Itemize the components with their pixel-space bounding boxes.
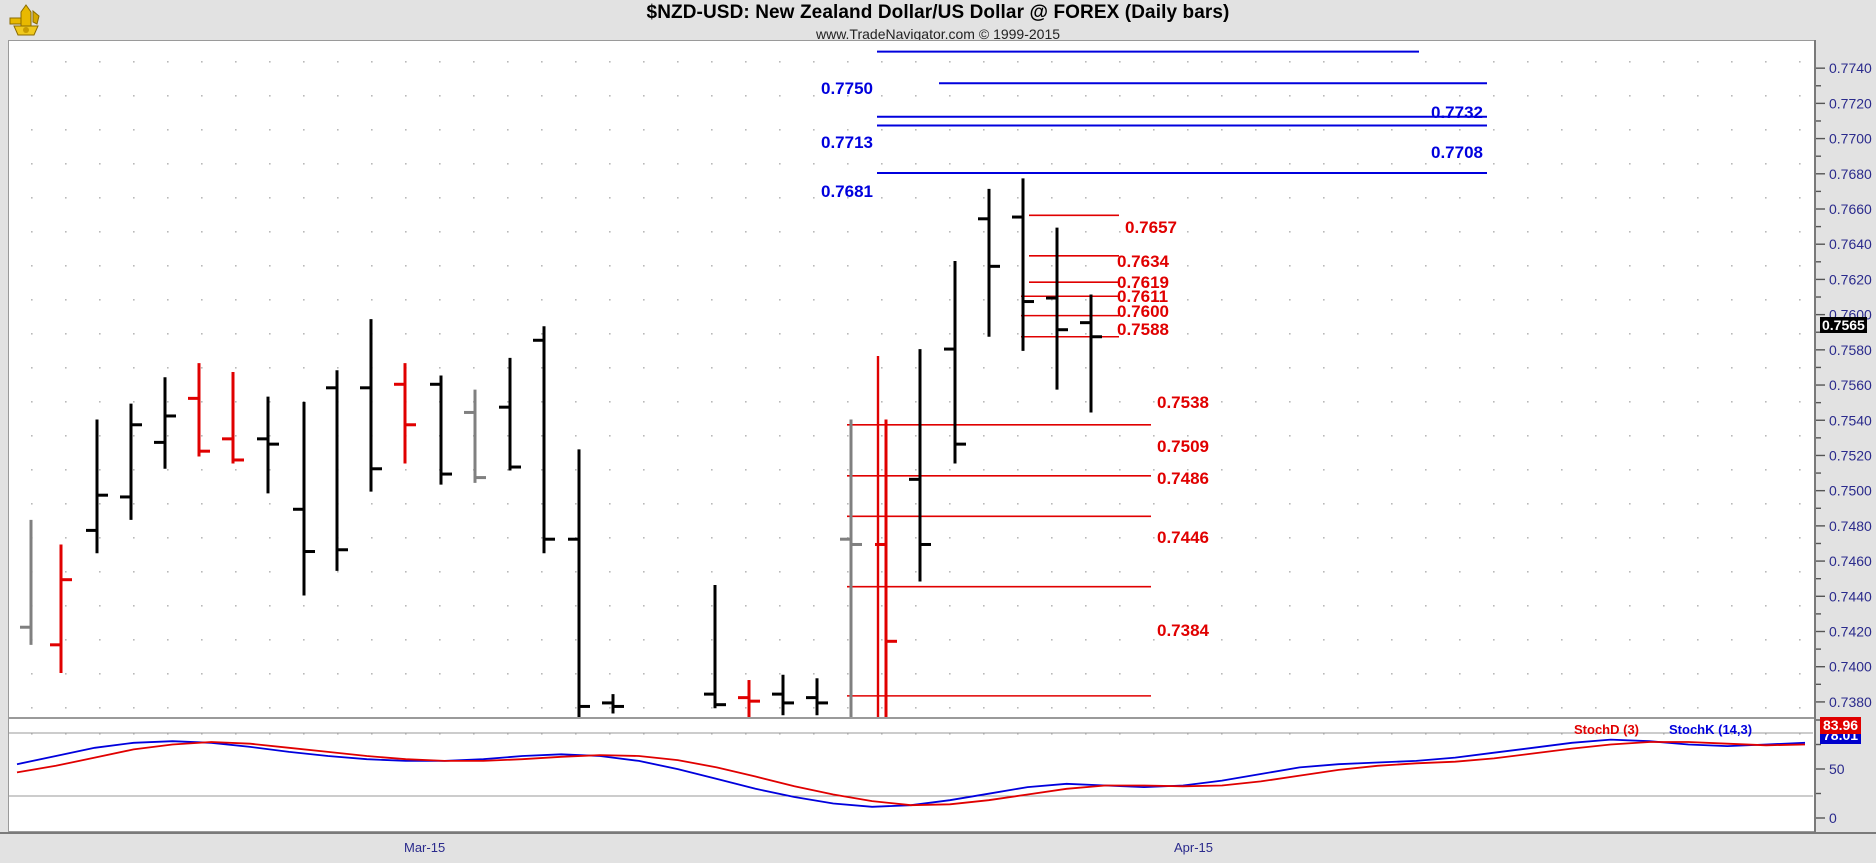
support-tag-7: 0.7509	[1157, 437, 1209, 456]
date-label-mar: Mar-15	[404, 840, 446, 855]
svg-text:0.7620: 0.7620	[1829, 271, 1872, 287]
legend-stochk: StochK (14,3)	[1669, 722, 1753, 737]
axis-svg: 0.7740 0.7720 0.7700 0.7680 0.7660 0.7640 0.76…	[1816, 60, 1872, 826]
support-tag-8: 0.7486	[1157, 469, 1209, 488]
svg-text:0.7680: 0.7680	[1829, 166, 1872, 182]
axis-ticks	[1816, 67, 1825, 819]
svg-text:0.7560: 0.7560	[1829, 377, 1872, 393]
svg-text:0.7740: 0.7740	[1829, 60, 1872, 76]
support-tag-4: 0.7600	[1117, 302, 1169, 321]
current-price-tag: 0.7565	[1820, 317, 1867, 333]
sextant-icon	[9, 4, 40, 36]
svg-text:0.7580: 0.7580	[1829, 342, 1872, 358]
grid-dots	[31, 61, 1801, 709]
support-tag-6: 0.7538	[1157, 393, 1209, 412]
indicator-grid	[31, 733, 1801, 735]
support-tag-3: 0.7611	[1117, 287, 1169, 306]
resistance-tag-1: 0.7732	[1431, 103, 1483, 122]
svg-text:0.7380: 0.7380	[1829, 694, 1872, 710]
support-tag-9: 0.7446	[1157, 528, 1209, 547]
stochk-line	[16, 738, 1806, 808]
support-tag-5: 0.7588	[1117, 320, 1169, 339]
svg-text:50: 50	[1829, 761, 1845, 777]
svg-text:0.7400: 0.7400	[1829, 659, 1872, 675]
page-title: $NZD-USD: New Zealand Dollar/US Dollar @…	[646, 2, 1230, 23]
right-price-axis[interactable]: 0.7740 0.7720 0.7700 0.7680 0.7660 0.7640 0.76…	[1814, 40, 1876, 832]
date-axis: Mar-15 Apr-15	[0, 832, 1876, 863]
svg-text:0.7720: 0.7720	[1829, 95, 1872, 111]
svg-text:0: 0	[1829, 810, 1837, 826]
price-chart-svg	[20, 50, 1801, 717]
support-tag-0: 0.7657	[1125, 218, 1177, 237]
svg-text:0.7420: 0.7420	[1829, 624, 1872, 640]
svg-text:0.7540: 0.7540	[1829, 412, 1872, 428]
title-bar: $NZD-USD: New Zealand Dollar/US Dollar @…	[0, 0, 1876, 42]
resistance-tag-3: 0.7708	[1431, 143, 1483, 162]
svg-text:0.7480: 0.7480	[1829, 518, 1872, 534]
stochd-line	[16, 741, 1806, 807]
support-lines	[847, 214, 1151, 697]
legend-stochd: StochD (3)	[1574, 722, 1639, 737]
price-chart-pane[interactable]: TradeNavigator.com 0.7750 0.7732 0.7713 …	[8, 40, 1814, 757]
ohlc-bars	[20, 178, 1102, 717]
support-tag-10: 0.7384	[1157, 621, 1209, 640]
svg-text:0.7640: 0.7640	[1829, 236, 1872, 252]
svg-text:0.7660: 0.7660	[1829, 201, 1872, 217]
page-subtitle: www.TradeNavigator.com © 1999-2015	[815, 26, 1061, 42]
axis-tick-labels: 0.7740 0.7720 0.7700 0.7680 0.7660 0.7640 0.76…	[1829, 60, 1872, 826]
svg-text:0.7500: 0.7500	[1829, 483, 1872, 499]
stoch-value-tag: 83.96	[1820, 717, 1862, 734]
stochastic-svg	[9, 732, 1813, 808]
svg-text:0.7460: 0.7460	[1829, 553, 1872, 569]
resistance-lines	[877, 50, 1487, 175]
resistance-tag-0: 0.7750	[821, 79, 873, 98]
date-label-apr: Apr-15	[1174, 840, 1214, 855]
svg-text:0.7700: 0.7700	[1829, 131, 1872, 147]
resistance-tag-2: 0.7713	[821, 133, 873, 152]
svg-text:0.7520: 0.7520	[1829, 447, 1872, 463]
stochastic-pane[interactable]: StochD (3) StochK (14,3)	[8, 718, 1814, 832]
resistance-tag-4: 0.7681	[821, 182, 873, 201]
support-tag-1: 0.7634	[1117, 252, 1169, 271]
support-tag-2: 0.7619	[1117, 273, 1169, 292]
svg-text:0.7440: 0.7440	[1829, 588, 1872, 604]
